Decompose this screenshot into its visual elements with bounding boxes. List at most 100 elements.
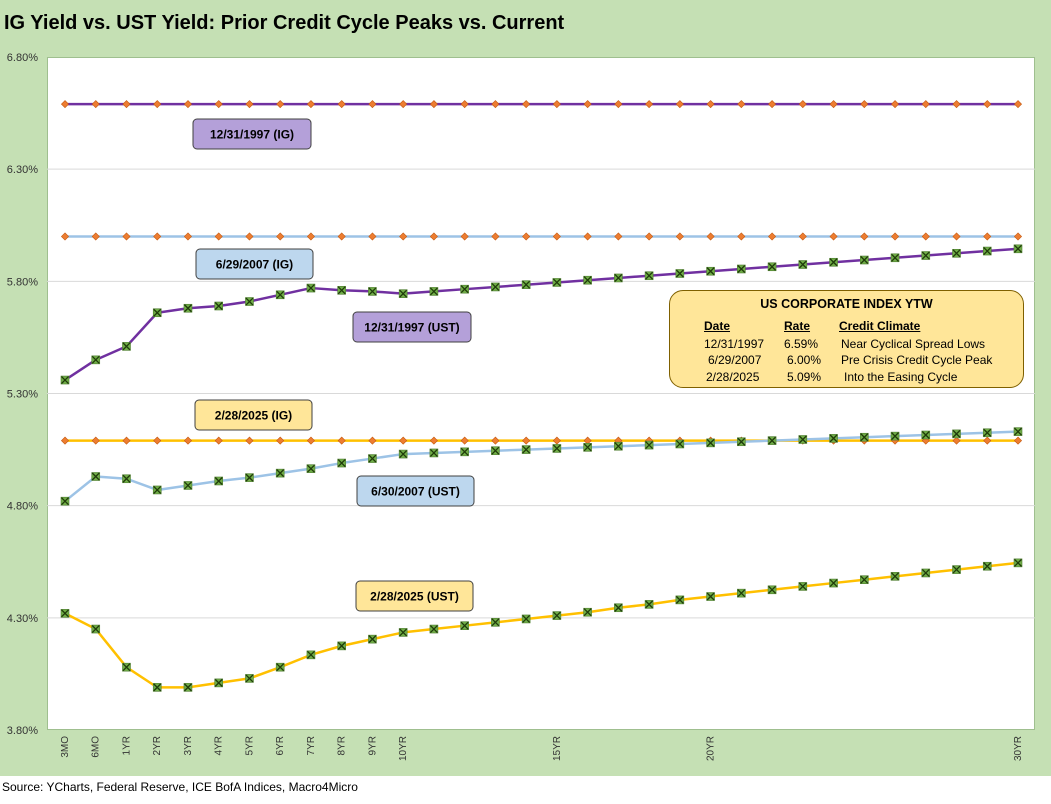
data-point [1013, 436, 1023, 445]
data-point [952, 232, 961, 241]
info-header-climate: Credit Climate [839, 319, 921, 333]
data-point [768, 100, 777, 109]
callout-label: 6/29/2007 (IG) [216, 258, 293, 272]
info-row-rate: 6.00% [787, 353, 822, 367]
data-point [645, 100, 654, 109]
data-point [829, 257, 838, 267]
data-point [983, 100, 992, 109]
data-point [275, 468, 285, 478]
series-0 [60, 100, 1023, 109]
data-point [91, 100, 100, 109]
series-callout: 6/30/2007 (UST) [356, 475, 475, 507]
callout-label: 6/30/2007 (UST) [371, 485, 460, 499]
data-point [952, 436, 961, 445]
data-point [798, 100, 807, 109]
data-point [891, 232, 900, 241]
data-point [306, 650, 316, 660]
series-2 [60, 244, 1023, 385]
data-point [644, 600, 654, 609]
data-point [675, 269, 685, 278]
data-point [152, 485, 162, 495]
data-point [921, 100, 930, 109]
info-box: US CORPORATE INDEX YTW Date Rate Credit … [669, 290, 1024, 388]
data-point [337, 436, 346, 445]
data-point [675, 439, 685, 449]
data-point [368, 634, 377, 644]
data-point [429, 624, 439, 634]
data-point [675, 232, 684, 241]
data-point [183, 100, 192, 109]
data-point [675, 100, 684, 109]
data-point [460, 100, 469, 109]
data-point [952, 429, 961, 439]
data-point [552, 611, 562, 620]
data-point [337, 641, 346, 651]
data-point [429, 232, 438, 241]
data-point [1013, 244, 1023, 254]
data-point [91, 472, 101, 481]
data-point [921, 251, 931, 260]
data-point [890, 431, 900, 441]
data-point [460, 284, 469, 294]
data-point [583, 443, 592, 452]
data-point [767, 436, 777, 445]
data-point [859, 575, 869, 584]
data-point [1013, 558, 1023, 568]
data-point [214, 100, 223, 109]
data-point [614, 603, 623, 613]
data-point [859, 432, 869, 442]
x-tick-label: 8YR [337, 736, 348, 755]
x-tick-label: 1YR [121, 736, 132, 755]
data-point [306, 464, 316, 473]
data-point [706, 438, 715, 448]
series-line [64, 247, 1019, 382]
data-point [122, 232, 131, 241]
data-point [122, 100, 131, 109]
data-point [399, 232, 408, 241]
y-tick-label: 6.30% [7, 164, 38, 176]
data-point [183, 436, 192, 445]
x-tick-label: 3YR [183, 736, 194, 755]
series-callout: 6/29/2007 (IG) [195, 248, 314, 280]
data-point [614, 441, 623, 451]
series-line [64, 430, 1019, 503]
data-point [583, 100, 592, 109]
data-point [1013, 427, 1023, 436]
data-point [982, 246, 992, 256]
info-row-date: 2/28/2025 [706, 370, 760, 384]
series-callout: 12/31/1997 (UST) [352, 311, 472, 343]
y-tick-label: 4.30% [7, 613, 38, 625]
data-point [214, 301, 224, 311]
data-point [306, 232, 315, 241]
data-point [798, 260, 808, 269]
data-point [737, 100, 746, 109]
data-point [276, 436, 285, 445]
data-point [521, 280, 531, 289]
callout-label: 2/28/2025 (UST) [370, 590, 459, 604]
data-point [491, 100, 500, 109]
data-point [337, 286, 346, 295]
x-tick-label: 6MO [91, 736, 102, 758]
chart-svg: 3.80% 4.30% 4.80% 5.30% 5.80% 6.30% 6.80% 3MO 6… [7, 52, 1035, 761]
x-tick-label: 15YR [552, 736, 563, 761]
data-point [583, 232, 592, 241]
data-point [183, 232, 192, 241]
data-point [183, 303, 193, 313]
data-point [245, 674, 254, 683]
data-point [337, 458, 346, 468]
data-point [398, 628, 408, 637]
data-point [491, 618, 500, 627]
x-tick-label: 30YR [1013, 736, 1024, 761]
data-point [368, 436, 377, 445]
y-tick-label: 5.30% [7, 389, 38, 401]
data-point [245, 473, 254, 482]
data-point [952, 100, 961, 109]
grid-lines [47, 168, 1035, 619]
data-point [583, 607, 592, 617]
y-tick-label: 4.80% [7, 501, 38, 513]
data-point [921, 430, 931, 440]
data-point [521, 445, 531, 454]
data-point [275, 662, 285, 672]
data-point [153, 436, 162, 445]
data-point [429, 448, 439, 458]
